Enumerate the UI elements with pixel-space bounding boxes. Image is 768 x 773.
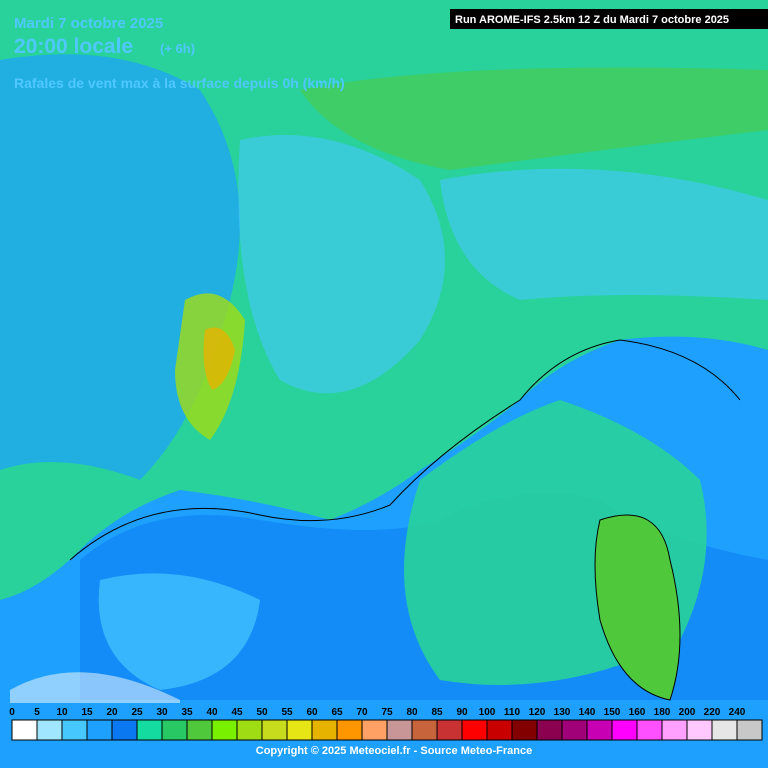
legend-swatch — [536, 719, 563, 741]
legend-swatch — [661, 719, 688, 741]
corsica — [595, 515, 680, 700]
legend-swatch — [11, 719, 38, 741]
legend-label: 20 — [106, 707, 118, 718]
legend-label: 15 — [81, 707, 93, 718]
legend-swatch — [36, 719, 63, 741]
legend-label: 45 — [231, 707, 243, 718]
legend-swatch — [461, 719, 488, 741]
legend-label: 65 — [331, 707, 343, 718]
legend-swatch — [736, 719, 763, 741]
legend-swatch — [436, 719, 463, 741]
legend-swatch — [361, 719, 388, 741]
coastline — [594, 514, 681, 701]
legend-label: 55 — [281, 707, 293, 718]
run-label: Run AROME-IFS 2.5km 12 Z du Mardi 7 octo… — [455, 14, 729, 26]
legend-label: 5 — [34, 707, 40, 718]
legend-label: 10 — [56, 707, 68, 718]
legend-swatch — [486, 719, 513, 741]
wind-zone — [203, 327, 235, 390]
legend-label: 60 — [306, 707, 318, 718]
legend-label: 110 — [504, 707, 521, 718]
legend-swatch — [636, 719, 663, 741]
legend-swatch — [111, 719, 138, 741]
legend-label: 100 — [479, 707, 496, 718]
date: Mardi 7 octobre 2025 — [14, 15, 163, 32]
legend-swatch — [211, 719, 238, 741]
legend-label: 140 — [579, 707, 596, 718]
legend-swatch — [336, 719, 363, 741]
legend-label: 200 — [679, 707, 696, 718]
legend-swatch — [311, 719, 338, 741]
legend-swatch — [511, 719, 538, 741]
wind-zone — [10, 672, 180, 705]
legend-label: 30 — [156, 707, 168, 718]
legend-label: 180 — [654, 707, 671, 718]
time: 20:00 locale — [14, 35, 133, 58]
wind-zone — [98, 573, 260, 690]
legend-swatch — [411, 719, 438, 741]
legend-label: 130 — [554, 707, 571, 718]
run-box — [450, 9, 768, 29]
subtitle: Rafales de vent max à la surface depuis … — [14, 75, 345, 91]
legend-label: 25 — [131, 707, 143, 718]
legend-label: 40 — [206, 707, 218, 718]
legend-swatch — [611, 719, 638, 741]
legend-swatch — [61, 719, 88, 741]
legend-swatch — [386, 719, 413, 741]
legend-label: 90 — [456, 707, 468, 718]
legend-label: 160 — [629, 707, 646, 718]
legend-swatch — [86, 719, 113, 741]
legend-label: 75 — [381, 707, 393, 718]
legend-swatch — [136, 719, 163, 741]
legend-swatch — [586, 719, 613, 741]
coastline — [69, 339, 741, 561]
legend-swatch — [186, 719, 213, 741]
legend-label: 50 — [256, 707, 268, 718]
legend-label: 80 — [406, 707, 418, 718]
legend-swatch — [261, 719, 288, 741]
legend: 0 5 10 15 20 25 30 35 40 45 50 55 60 65 70 75 80 85 90 100 1… — [9, 707, 763, 741]
wind-zone — [440, 168, 768, 300]
legend-label: 120 — [529, 707, 546, 718]
legend-swatch — [236, 719, 263, 741]
legend-swatch — [161, 719, 188, 741]
legend-swatch — [711, 719, 738, 741]
legend-label: 240 — [729, 707, 746, 718]
legend-swatch — [686, 719, 713, 741]
legend-label: 0 — [9, 707, 15, 718]
legend-swatch — [286, 719, 313, 741]
wind-zone — [238, 135, 445, 394]
legend-label: 220 — [704, 707, 721, 718]
copyright: Copyright © 2025 Meteociel.fr - Source M… — [256, 745, 532, 757]
legend-label: 35 — [181, 707, 193, 718]
legend-label: 150 — [604, 707, 621, 718]
legend-label: 70 — [356, 707, 368, 718]
offset: (+ 6h) — [160, 41, 195, 56]
wind-zone — [300, 67, 768, 170]
legend-label: 85 — [431, 707, 443, 718]
legend-swatch — [561, 719, 588, 741]
